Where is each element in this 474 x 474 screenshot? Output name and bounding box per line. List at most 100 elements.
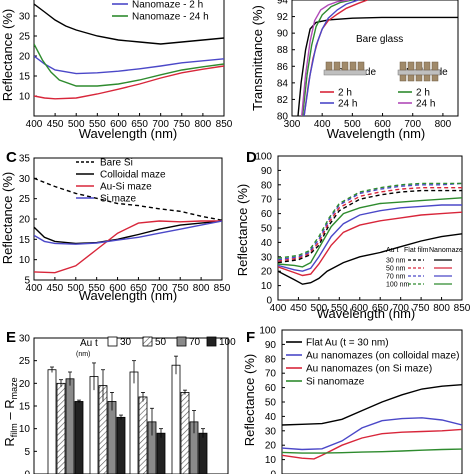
y-tick-label: 90 (277, 29, 289, 40)
y-tick-label: 5 (24, 276, 30, 287)
x-tick-label: 550 (89, 119, 106, 130)
pillar (431, 74, 439, 82)
series-line-d-2 (278, 182, 462, 261)
y-tick-label: 5 (24, 447, 30, 458)
y-axis-label: Transmittance (%) (250, 5, 265, 111)
y-tick-label: 84 (277, 78, 289, 89)
y-tick-label: 20 (19, 215, 31, 226)
series-line-a-0 (34, 3, 224, 45)
pillar (399, 61, 407, 71)
y-tick-label: 94 (277, 0, 289, 7)
series-line-c-0 (34, 177, 222, 221)
bar-e-s3-g1 (116, 416, 126, 474)
y-tick-label: 15 (19, 72, 31, 83)
series-line-d-1 (278, 186, 462, 262)
pillar (415, 61, 423, 71)
x-axis-label: Wavelength (nm) (327, 126, 426, 141)
y-tick-label: 35 (19, 154, 31, 165)
y-tick-label: 90 (261, 166, 273, 177)
legend-entry: Au-Si maze (100, 182, 152, 193)
panel-label: F (246, 329, 255, 346)
y-tick-label: 60 (261, 209, 273, 220)
y-tick-label: 30 (265, 426, 277, 437)
x-tick-label: 750 (413, 303, 430, 314)
legend-row-label: 30 nm (386, 258, 406, 265)
pillar (423, 61, 431, 71)
legend-title: Au t (80, 338, 98, 349)
pillar (341, 61, 349, 71)
bar-e-s3-g2 (156, 432, 166, 474)
legend-entry: Nanomaze - 24 h (132, 12, 209, 23)
pillar (407, 74, 415, 82)
x-tick-label: 600 (374, 119, 391, 130)
legend-entry: 30 (120, 337, 132, 348)
series-line-d-4 (278, 233, 462, 285)
y-tick-label: 40 (261, 238, 273, 249)
legend-swatch (142, 336, 153, 347)
y-axis-label: Reflectance (%) (0, 172, 15, 264)
series-line-d-0 (278, 189, 462, 264)
series-line-a-3 (34, 65, 224, 100)
x-tick-label: 700 (404, 119, 421, 130)
series-line-c-2 (34, 220, 222, 274)
y-tick-label: 20 (19, 52, 31, 63)
y-tick-label: 86 (277, 62, 289, 73)
x-tick-label: 850 (216, 119, 233, 130)
y-tick-label: 30 (261, 252, 273, 263)
x-tick-label: 400 (270, 303, 287, 314)
y-tick-label: 30 (19, 334, 31, 345)
legend-entry: Flat Au (t = 30 nm) (306, 338, 389, 349)
y-tick-label: 60 (265, 383, 277, 394)
bar-e-s2-g0 (65, 378, 75, 474)
x-tick-label: 800 (433, 303, 450, 314)
bar-e-s1-g0 (56, 382, 66, 474)
legend-entry: Si maze (100, 194, 137, 205)
series-line-d-6 (278, 204, 462, 272)
y-axis-label-sub1: film (9, 423, 19, 437)
legend-entry: Nanomaze - 2 h (132, 0, 203, 11)
x-tick-label: 300 (284, 119, 301, 130)
x-tick-label: 750 (172, 283, 189, 294)
pillar (333, 61, 341, 71)
y-tick-label: 88 (277, 45, 289, 56)
series-line-b-3 (301, 0, 353, 116)
panel-label: D (246, 149, 257, 166)
y-tick-label: 30 (19, 12, 31, 23)
bar-e-s0-g0 (47, 369, 57, 474)
legend-entry: Bare Si (100, 158, 133, 169)
bar-e-s2-g1 (107, 401, 117, 474)
series-line-f-2 (282, 428, 462, 460)
legend-row-label: 100 nm (386, 282, 410, 289)
x-tick-label: 600 (110, 119, 127, 130)
bar-e-s1-g3 (180, 391, 190, 474)
y-tick-label: 0 (266, 296, 272, 307)
substrate (397, 69, 441, 76)
x-tick-label: 450 (290, 303, 307, 314)
x-tick-label: 500 (67, 283, 84, 294)
y-tick-label: 100 (255, 152, 272, 163)
substrate (323, 69, 367, 76)
y-tick-label: 15 (19, 235, 31, 246)
x-tick-label: 400 (26, 283, 43, 294)
legend-row-label: 50 nm (386, 266, 406, 273)
y-tick-label: 20 (261, 267, 273, 278)
pillar (407, 61, 415, 71)
pillar (399, 74, 407, 82)
pillar (349, 61, 357, 71)
pillar (415, 74, 423, 82)
legend-swatch (107, 336, 118, 347)
series-line-d-3 (278, 182, 462, 259)
y-tick-label: 50 (265, 398, 277, 409)
x-tick-label: 700 (151, 283, 168, 294)
panel-label: E (6, 329, 16, 346)
y-tick-label: 80 (261, 180, 273, 191)
y-tick-label: 25 (19, 194, 31, 205)
legend-col-header: Nanomaze (429, 247, 463, 254)
series-line-a-2 (34, 43, 224, 87)
y-tick-label: 100 (259, 326, 276, 337)
x-tick-label: 600 (351, 303, 368, 314)
legend-swatch (206, 336, 217, 347)
legend-title: Au t (386, 247, 399, 254)
pillar (423, 74, 431, 82)
